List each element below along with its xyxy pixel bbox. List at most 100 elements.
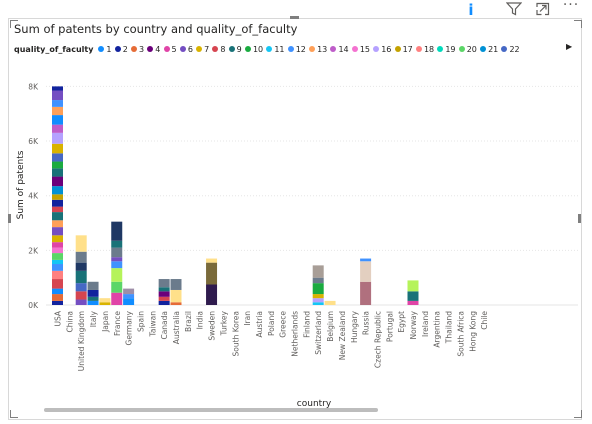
legend-item-8[interactable]: 8 — [212, 45, 225, 54]
legend-item-3[interactable]: 3 — [130, 45, 144, 54]
resize-handle-top[interactable] — [290, 16, 299, 19]
bar-segment-canada[interactable] — [158, 296, 170, 301]
legend-item-17[interactable]: 17 — [394, 45, 413, 54]
legend-item-6[interactable]: 6 — [179, 45, 193, 54]
bar-segment-usa[interactable] — [52, 176, 63, 187]
bar-segment-australia[interactable] — [170, 279, 182, 290]
bar-segment-usa[interactable] — [52, 300, 63, 305]
bar-segment-sweden[interactable] — [206, 284, 218, 305]
bar-segment-australia[interactable] — [170, 302, 182, 305]
legend-next-arrow[interactable]: ▶ — [566, 42, 573, 51]
bar-segment-usa[interactable] — [52, 143, 63, 154]
bar-segment-canada[interactable] — [158, 287, 170, 292]
bar-segment-belgium[interactable] — [324, 300, 336, 305]
bar-segment-usa[interactable] — [52, 235, 63, 243]
bar-segment-italy[interactable] — [87, 281, 99, 290]
resize-corner-bottom-left[interactable] — [10, 410, 18, 418]
legend-item-13[interactable]: 13 — [309, 45, 327, 54]
legend-item-2[interactable]: 2 — [114, 45, 128, 54]
legend-item-15[interactable]: 15 — [351, 45, 370, 54]
bar-segment-united-kingdom[interactable] — [75, 251, 87, 263]
bar-segment-usa[interactable] — [52, 106, 63, 116]
bar-segment-united-kingdom[interactable] — [75, 235, 87, 252]
bar-segment-switzerland[interactable] — [312, 294, 324, 299]
resize-corner-top-right[interactable] — [574, 20, 582, 28]
bar-segment-usa[interactable] — [52, 199, 63, 207]
bar-segment-japan[interactable] — [99, 302, 111, 305]
bar-segment-france[interactable] — [111, 268, 123, 282]
legend-item-18[interactable]: 18 — [415, 45, 434, 54]
bar-segment-usa[interactable] — [52, 279, 63, 289]
bar-segment-canada[interactable] — [158, 291, 170, 297]
legend-item-14[interactable]: 14 — [330, 45, 349, 54]
bar-segment-germany[interactable] — [123, 298, 135, 305]
bar-segment-usa[interactable] — [52, 220, 63, 228]
bar-segment-germany[interactable] — [123, 294, 135, 299]
bar-segment-usa[interactable] — [52, 168, 63, 177]
bar-segment-usa[interactable] — [52, 124, 63, 133]
bar-segment-france[interactable] — [111, 261, 123, 269]
legend-item-21[interactable]: 21 — [480, 45, 498, 54]
bar-segment-usa[interactable] — [52, 247, 63, 254]
resize-corner-bottom-right[interactable] — [574, 410, 582, 418]
bar-segment-australia[interactable] — [170, 289, 182, 303]
bar-segment-usa[interactable] — [52, 206, 63, 213]
bar-segment-usa[interactable] — [52, 259, 63, 265]
legend-item-9[interactable]: 9 — [228, 45, 242, 54]
bar-segment-norway[interactable] — [407, 291, 419, 301]
bar-segment-sweden[interactable] — [206, 262, 218, 285]
bar-segment-united-kingdom[interactable] — [75, 262, 87, 271]
resize-corner-top-left[interactable] — [10, 20, 18, 28]
legend-item-19[interactable]: 19 — [437, 45, 456, 54]
bar-segment-italy[interactable] — [87, 300, 99, 305]
bar-segment-germany[interactable] — [123, 288, 135, 295]
legend-item-12[interactable]: 12 — [287, 45, 306, 54]
bar-segment-canada[interactable] — [158, 279, 170, 288]
legend-item-10[interactable]: 10 — [244, 45, 263, 54]
bar-segment-usa[interactable] — [52, 264, 63, 271]
bar-segment-usa[interactable] — [52, 186, 63, 195]
bar-segment-france[interactable] — [111, 292, 123, 305]
legend-item-11[interactable]: 11 — [266, 45, 285, 54]
bar-segment-norway[interactable] — [407, 300, 419, 305]
bar-segment-italy[interactable] — [87, 296, 99, 301]
bar-segment-france[interactable] — [111, 240, 123, 248]
bar-segment-russia[interactable] — [360, 261, 372, 282]
bar-segment-usa[interactable] — [52, 132, 63, 144]
bar-segment-usa[interactable] — [52, 288, 63, 295]
bar-segment-usa[interactable] — [52, 153, 63, 162]
bar-segment-united-kingdom[interactable] — [75, 299, 87, 305]
bar-segment-united-kingdom[interactable] — [75, 270, 87, 284]
info-icon[interactable]: i — [468, 1, 474, 19]
legend-item-16[interactable]: 16 — [373, 45, 391, 54]
bar-segment-usa[interactable] — [52, 194, 63, 200]
bar-segment-italy[interactable] — [87, 289, 99, 297]
bar-segment-switzerland[interactable] — [312, 277, 324, 284]
bar-segment-switzerland[interactable] — [312, 298, 324, 303]
legend-item-5[interactable]: 5 — [163, 45, 177, 54]
bar-segment-usa[interactable] — [52, 115, 63, 125]
bar-segment-usa[interactable] — [52, 100, 63, 107]
legend-item-20[interactable]: 20 — [458, 45, 477, 54]
more-options-icon[interactable]: ··· — [562, 0, 580, 13]
bar-segment-france[interactable] — [111, 221, 123, 241]
resize-handle-right[interactable] — [578, 214, 581, 223]
scrollbar-thumb[interactable] — [44, 408, 378, 412]
bar-segment-united-kingdom[interactable] — [75, 283, 87, 292]
bar-segment-france[interactable] — [111, 281, 123, 293]
bar-segment-usa[interactable] — [52, 242, 63, 248]
bar-segment-usa[interactable] — [52, 270, 63, 280]
bar-segment-norway[interactable] — [407, 280, 419, 292]
bar-segment-canada[interactable] — [158, 300, 170, 305]
bar-segment-united-kingdom[interactable] — [75, 291, 87, 300]
bar-segment-usa[interactable] — [52, 90, 63, 101]
bar-segment-russia[interactable] — [360, 258, 372, 262]
bar-segment-france[interactable] — [111, 247, 123, 258]
legend-item-4[interactable]: 4 — [147, 45, 160, 54]
resize-handle-left[interactable] — [8, 214, 11, 223]
focus-mode-icon[interactable] — [534, 0, 552, 18]
bar-segment-usa[interactable] — [52, 161, 63, 169]
legend-item-7[interactable]: 7 — [196, 45, 209, 54]
bar-segment-japan[interactable] — [99, 298, 111, 303]
filter-icon[interactable] — [505, 0, 523, 18]
